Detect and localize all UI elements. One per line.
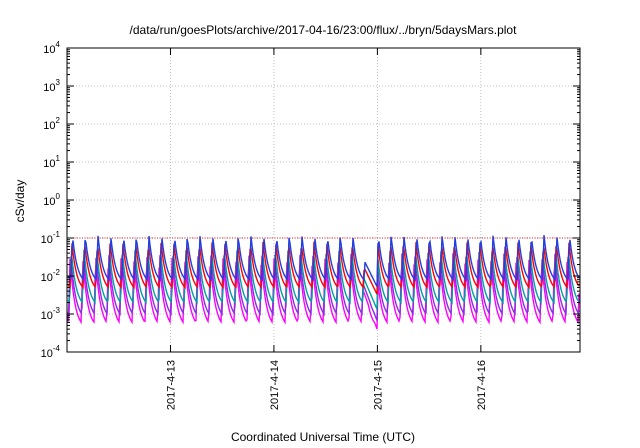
y-tick-label: 104 — [43, 40, 60, 56]
y-tick-label: 10-1 — [41, 230, 61, 246]
x-tick-label: 2017-4-13 — [165, 360, 177, 410]
y-tick-label: 10-4 — [41, 344, 61, 360]
y-tick-label: 102 — [43, 116, 60, 132]
x-tick-label: 2017-4-16 — [476, 360, 488, 410]
x-tick-label: 2017-4-14 — [269, 360, 281, 410]
y-axis-label: cSv/day — [13, 180, 27, 223]
series-line — [67, 241, 580, 295]
x-axis-label: Coordinated Universal Time (UTC) — [231, 430, 415, 444]
chart-title: /data/run/goesPlots/archive/2017-04-16/2… — [130, 23, 518, 37]
x-axis-ticks: 2017-4-13 2017-4-14 2017-4-15 2017-4-16 — [165, 48, 488, 410]
x-tick-label: 2017-4-15 — [372, 360, 384, 410]
series-line — [67, 235, 580, 287]
series-line — [67, 249, 580, 310]
y-tick-label: 103 — [43, 78, 60, 94]
y-tick-label: 100 — [43, 192, 60, 208]
y-tick-label: 10-2 — [41, 268, 61, 284]
y-tick-label: 101 — [43, 154, 60, 170]
series-group — [67, 235, 580, 330]
series-line — [67, 253, 580, 321]
y-tick-label: 10-3 — [41, 306, 61, 322]
